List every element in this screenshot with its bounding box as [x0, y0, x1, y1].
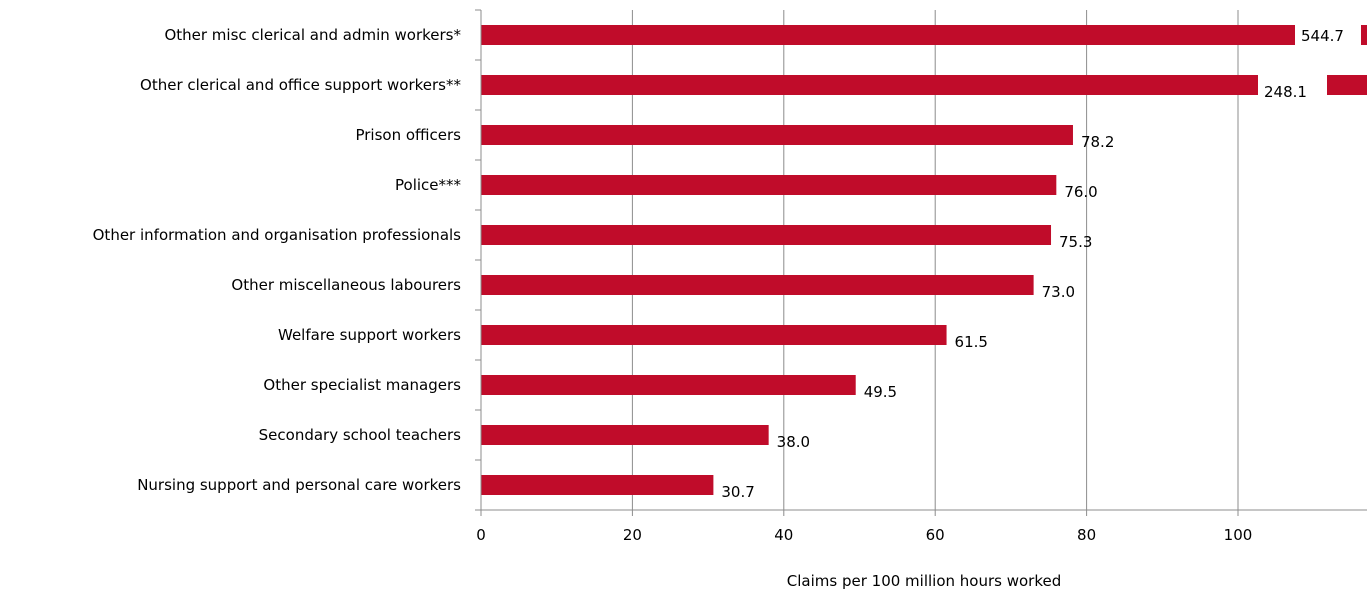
value-label: 73.0 [1042, 283, 1075, 301]
category-label: Secondary school teachers [259, 426, 462, 444]
bar [481, 325, 947, 345]
bar [481, 25, 1295, 45]
x-tick-label: 60 [926, 526, 945, 544]
bar-broken-segment [1361, 25, 1367, 45]
category-label: Other specialist managers [263, 376, 461, 394]
category-label: Welfare support workers [278, 326, 461, 344]
bars [481, 25, 1367, 495]
category-label: Other miscellaneous labourers [231, 276, 461, 294]
category-label: Prison officers [355, 126, 461, 144]
x-tick-label: 0 [476, 526, 486, 544]
labels: 0 20 40 60 80 100 Other misc clerical and admi… [93, 26, 1344, 544]
category-label: Other information and organisation profe… [93, 226, 462, 244]
value-label: 544.7 [1301, 27, 1344, 45]
bar [481, 425, 769, 445]
value-label: 38.0 [777, 433, 810, 451]
category-label: Other misc clerical and admin workers* [164, 26, 461, 44]
bar [481, 175, 1057, 195]
category-label: Police*** [395, 176, 461, 194]
x-tick-label: 20 [623, 526, 642, 544]
value-label: 30.7 [721, 483, 754, 501]
category-label: Other clerical and office support worker… [140, 76, 461, 94]
x-tick-label: 40 [774, 526, 793, 544]
value-label: 78.2 [1081, 133, 1114, 151]
category-label: Nursing support and personal care worker… [137, 476, 461, 494]
axes [475, 9, 1367, 516]
bar [481, 275, 1034, 295]
x-axis-title: Claims per 100 million hours worked [787, 572, 1061, 590]
x-tick-label: 100 [1224, 526, 1253, 544]
bar [481, 375, 856, 395]
bar [481, 75, 1258, 95]
bar [481, 125, 1073, 145]
value-label: 248.1 [1264, 83, 1307, 101]
bar-broken-segment [1327, 75, 1367, 95]
bar [481, 225, 1052, 245]
value-label: 49.5 [864, 383, 897, 401]
x-tick-label: 80 [1077, 526, 1096, 544]
value-label: 61.5 [955, 333, 988, 351]
value-label: 76.0 [1064, 183, 1097, 201]
value-label: 75.3 [1059, 233, 1092, 251]
bar [481, 475, 714, 495]
